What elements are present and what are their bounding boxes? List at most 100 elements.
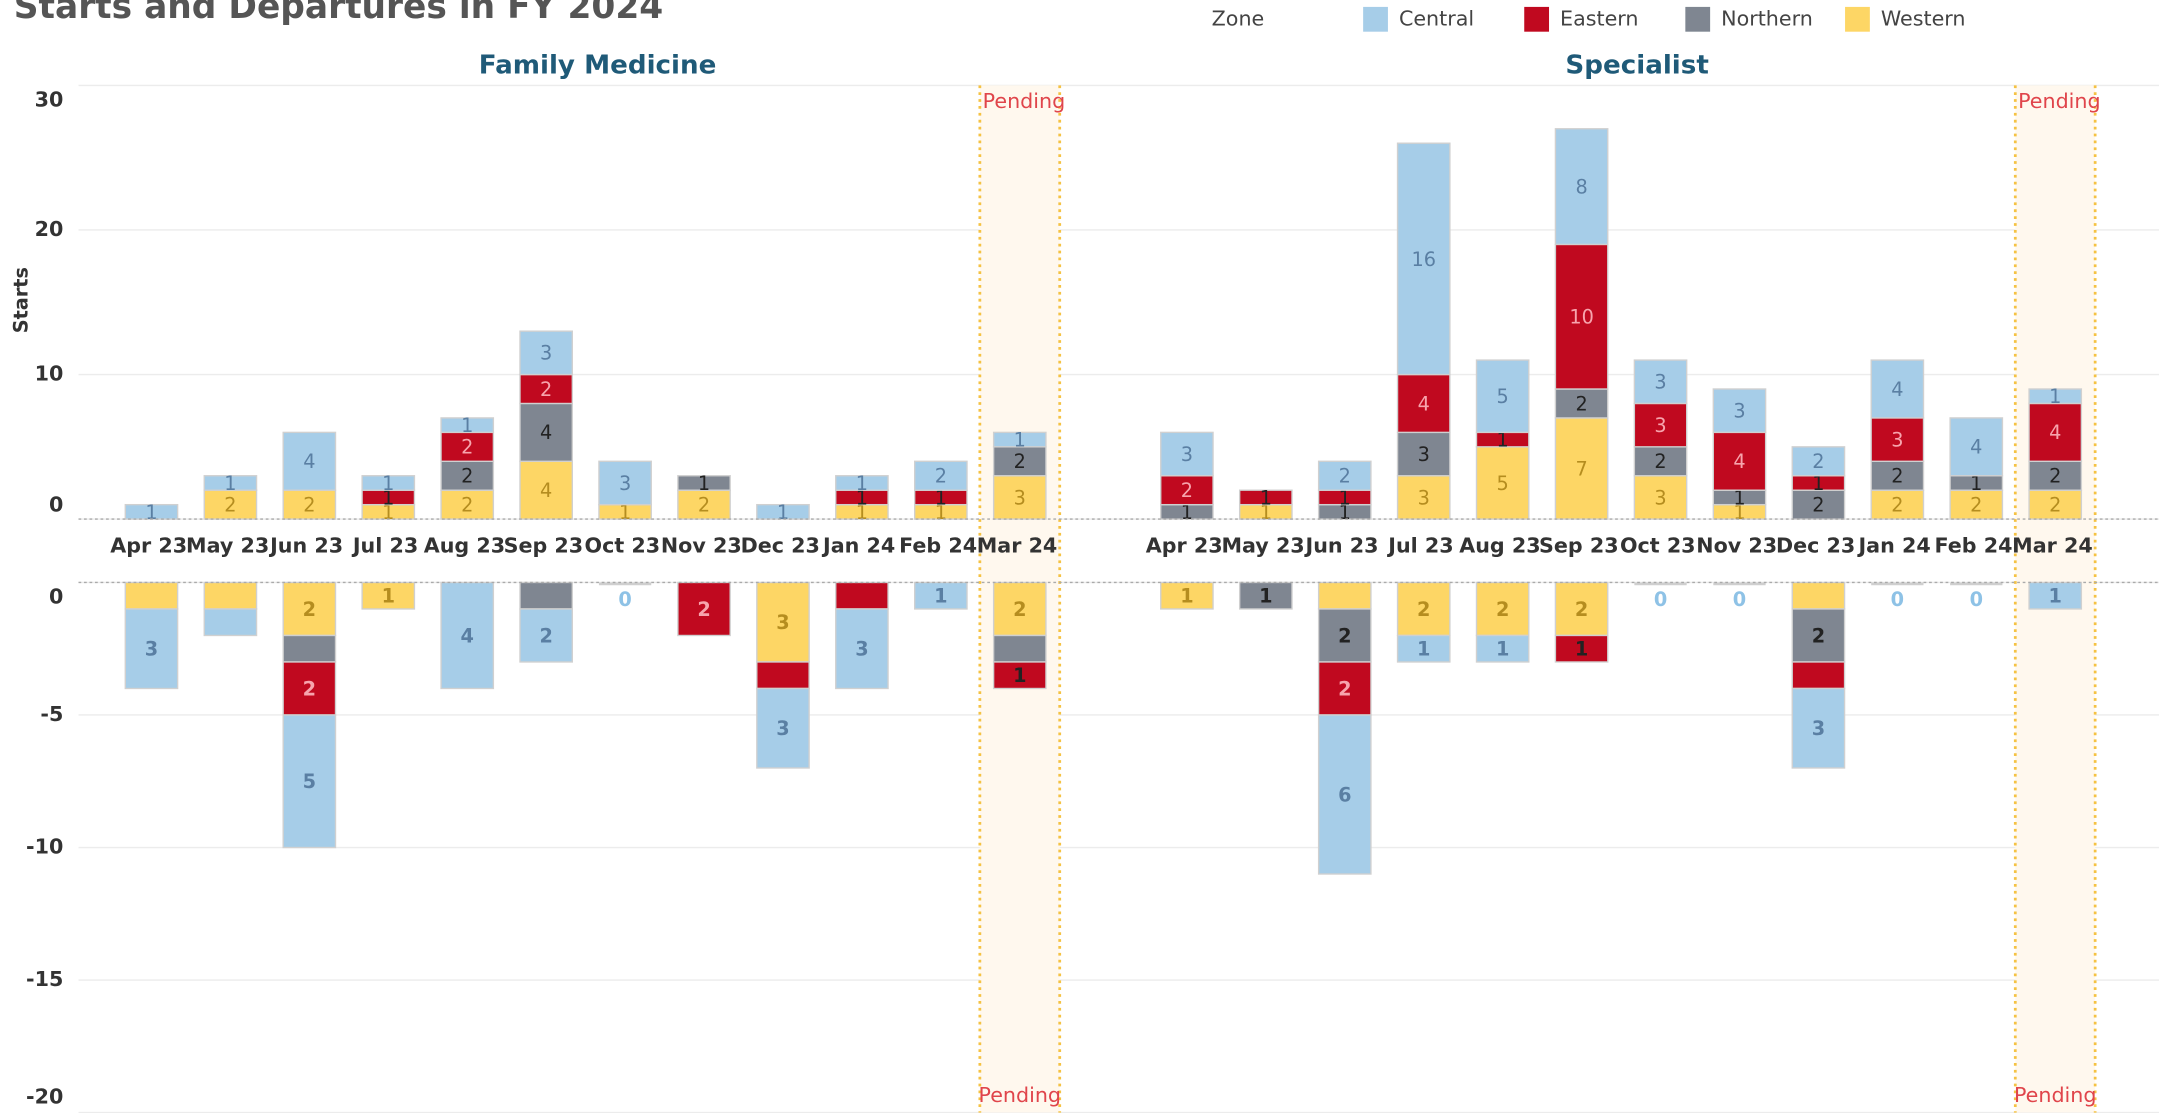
x-tick-label: Dec 23 [1776,534,1855,558]
data-label: 2 [1339,465,1351,488]
bar-segment [1475,359,1530,434]
data-label: 3 [855,638,868,661]
y-tick-label: 0 [49,585,63,609]
bar-segment [519,581,574,610]
bar-segment [1317,581,1372,610]
data-label: 3 [1654,414,1666,437]
bar-segment [519,330,574,376]
x-tick-label: Feb 24 [899,534,977,558]
bar-segment [992,581,1047,637]
data-label: 1 [382,585,395,608]
bar-segment [1160,475,1214,506]
data-label: 2 [1181,479,1193,502]
legend-swatch [1845,6,1870,32]
bar-segment [1949,489,2004,520]
data-label: 5 [1497,472,1509,495]
x-tick-label: Sep 23 [1539,534,1619,558]
bar-segment [519,402,574,462]
bar-segment [1317,460,1372,491]
y-axis-label: Starts [10,267,33,333]
x-tick-label: Oct 23 [1620,534,1696,558]
y-tick-label: 10 [35,362,64,386]
bar-segment [756,503,810,520]
bar-segment [203,475,258,491]
data-label: 3 [1812,717,1825,740]
x-tick-label: Dec 23 [741,534,820,558]
x-tick-label: Oct 23 [585,534,661,558]
legend-label: Western [1881,6,1966,30]
data-label: 10 [1569,306,1594,329]
data-label: 2 [698,494,710,517]
bar-segment [203,489,258,520]
data-label: 4 [1970,436,1982,459]
bar-segment [282,714,337,849]
x-tick-label: Nov 23 [661,534,742,558]
bar-segment [677,581,731,637]
data-label: 0 [618,588,631,611]
bar-segment [2028,489,2083,520]
data-label: 1 [698,472,710,495]
x-tick-label: Jan 24 [821,534,895,558]
data-label: 5 [303,770,316,793]
data-label: 1 [1812,472,1824,495]
data-label: 3 [776,717,789,740]
bar-segment [992,661,1047,690]
data-label: 4 [540,479,552,502]
data-label: 0 [1970,588,1983,611]
data-label: 1 [2049,585,2062,608]
bar-segment [519,373,574,405]
data-label: 1 [1180,585,1193,608]
data-label: 1 [1497,428,1509,451]
x-tick-label: Jul 23 [351,534,418,558]
data-label: 2 [1575,392,1587,415]
data-label: 1 [1181,501,1193,524]
data-label: 1 [935,486,947,509]
x-tick-label: Aug 23 [424,534,505,558]
data-label: 3 [1891,428,1903,451]
bar-segment [361,475,416,491]
x-tick-label: Jun 23 [268,534,343,558]
y-tick-label: -5 [40,702,63,726]
bar-segment [1870,417,1925,462]
data-label: 2 [1014,450,1026,473]
bar-segment [124,608,179,690]
x-tick-label: Apr 23 [110,534,187,558]
data-label: 1 [1733,501,1745,524]
x-tick-label: May 23 [186,534,269,558]
bar-segment [756,581,810,663]
bar-segment [440,431,495,462]
bar-segment [756,661,810,690]
data-label: 7 [1575,457,1587,480]
legend-title: Zone [1212,6,1265,30]
data-label: 1 [1496,638,1509,661]
bar-segment [992,446,1047,477]
data-label: 1 [145,501,157,524]
bar-segment [2028,388,2083,405]
data-label: 4 [2049,421,2061,444]
data-label: 2 [1891,494,1903,517]
bar-segment [1791,661,1846,690]
data-label: 2 [539,624,552,647]
data-label: 2 [540,378,552,401]
bar-segment [1554,634,1609,663]
data-label: 4 [540,421,552,444]
data-label: 2 [1338,677,1351,700]
bar-segment [282,489,337,520]
data-label: 1 [1339,501,1351,524]
bar-segment [1791,581,1846,610]
data-label: 2 [461,465,473,488]
data-label: 1 [856,501,868,524]
annotation: Pending [983,89,1066,113]
legend-swatch [1363,6,1388,32]
data-label: 2 [303,494,315,517]
data-label: 1 [1260,486,1272,509]
bar-segment [1554,128,1609,246]
data-label: 2 [1575,598,1588,621]
bar-segment [1317,714,1372,875]
data-label: 2 [461,436,473,459]
data-label: 3 [1181,443,1193,466]
data-label: 0 [1891,588,1904,611]
annotation: Pending [2018,89,2101,113]
bar-segment [1949,417,2004,477]
